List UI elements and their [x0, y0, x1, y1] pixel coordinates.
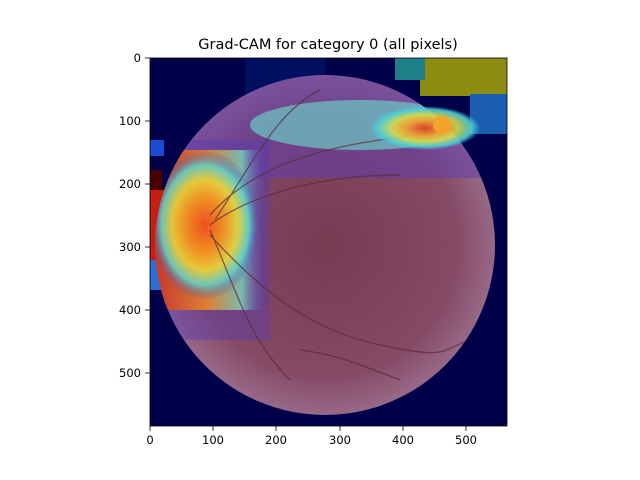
- y-tick-label: 200: [119, 177, 141, 191]
- x-tick-label: 100: [202, 433, 224, 447]
- y-tick-label: 500: [119, 366, 141, 380]
- x-tick-label: 300: [329, 433, 351, 447]
- y-axis: 0 100 200 300 400 500: [119, 51, 150, 380]
- y-tick-label: 0: [134, 51, 141, 65]
- heatmap-image: [150, 58, 507, 426]
- x-tick-label: 500: [455, 433, 477, 447]
- x-axis: 0 100 200 300 400 500: [146, 426, 477, 447]
- x-tick-label: 0: [146, 433, 153, 447]
- y-tick-label: 100: [119, 114, 141, 128]
- x-tick-label: 400: [392, 433, 414, 447]
- y-tick-label: 300: [119, 240, 141, 254]
- plot-frame: [149, 57, 508, 427]
- y-tick-label: 400: [119, 303, 141, 317]
- chart-title: Grad-CAM for category 0 (all pixels): [198, 37, 458, 53]
- x-tick-label: 200: [265, 433, 287, 447]
